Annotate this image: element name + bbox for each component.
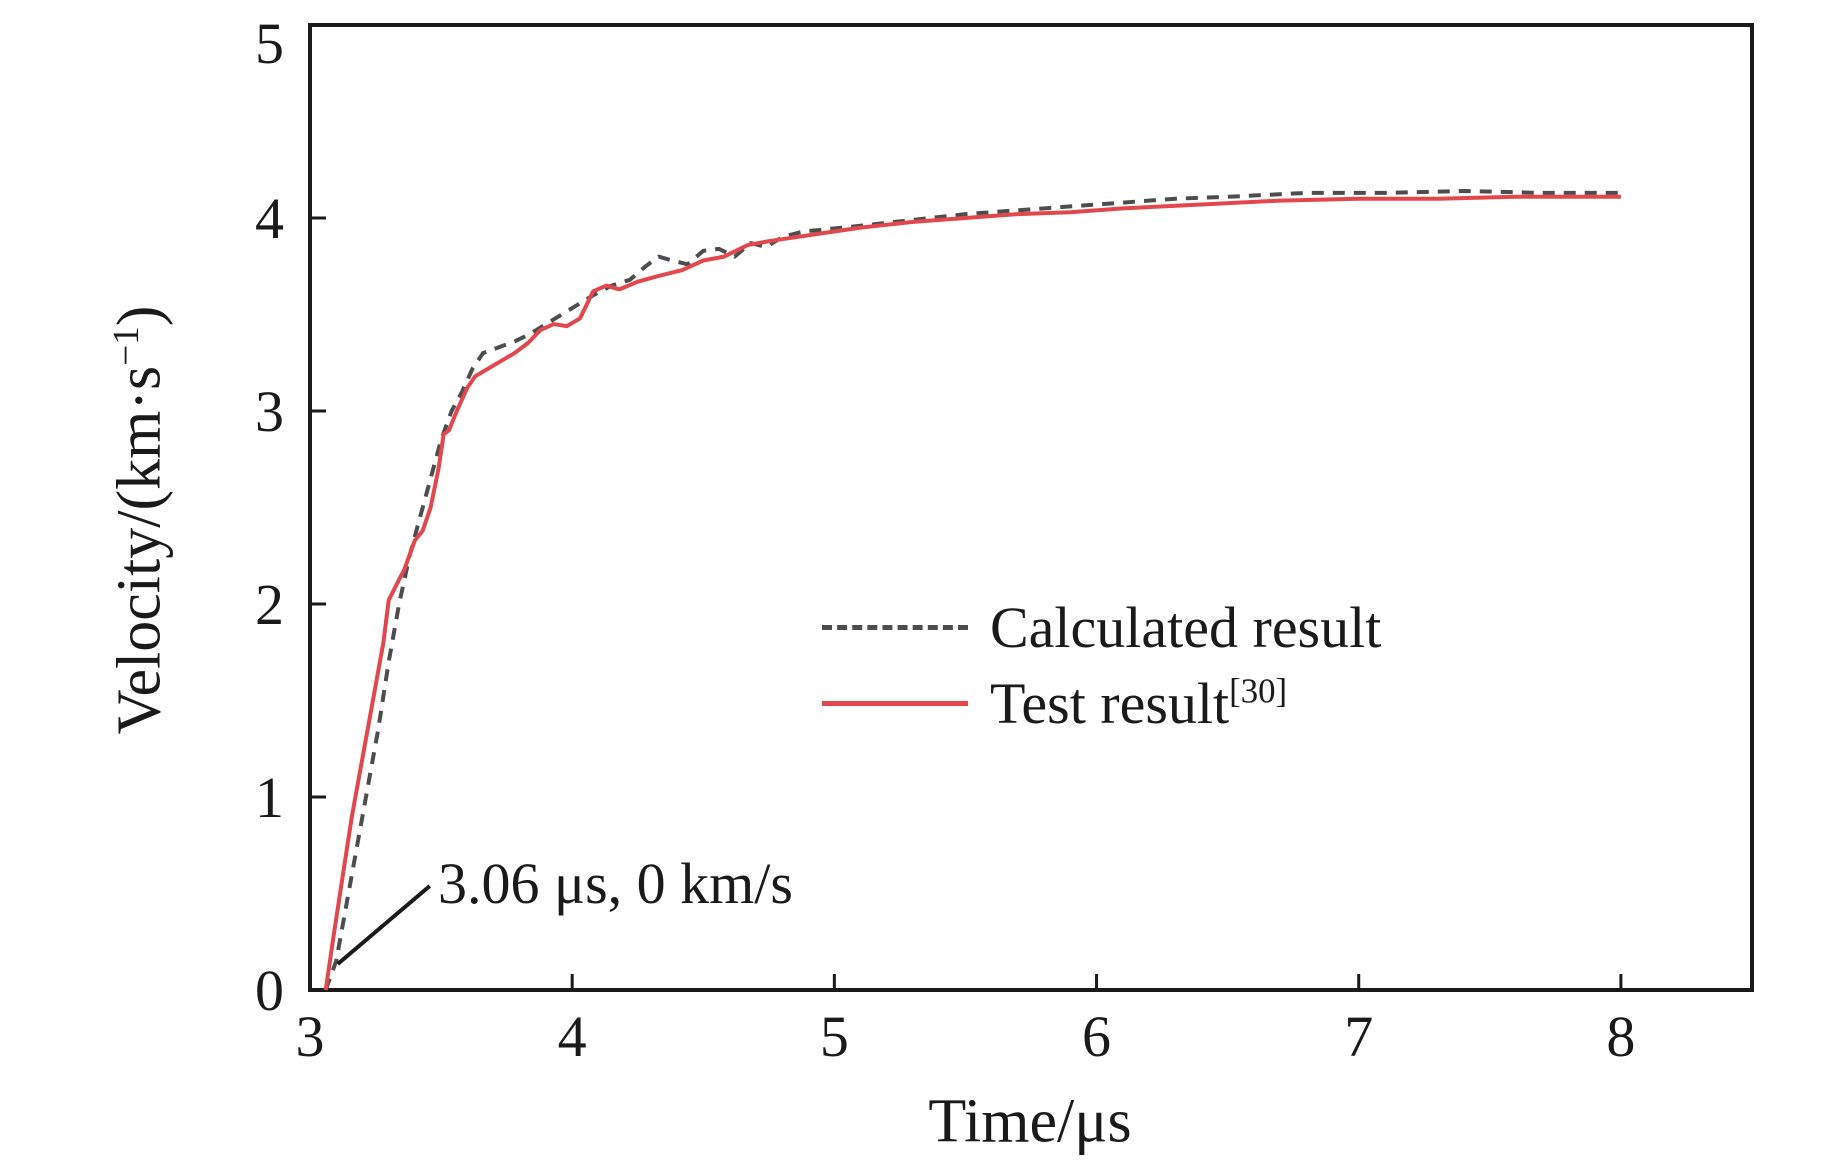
legend-item-calculated: Calculated result — [822, 594, 1382, 660]
legend-label-test: Test result[30] — [990, 670, 1288, 736]
legend-item-test: Test result[30] — [822, 670, 1381, 736]
x-tick-label: 7 — [1344, 1004, 1373, 1069]
y-tick-label: 5 — [255, 11, 284, 76]
series-line-test — [323, 194, 1621, 991]
y-tick-label: 2 — [255, 572, 284, 637]
start-point-annotation: 3.06 μs, 0 km/s — [438, 851, 793, 916]
annotation-leader-line — [336, 884, 432, 966]
y-axis-label-post: ) — [105, 305, 174, 327]
y-tick-label: 3 — [255, 379, 284, 444]
x-tick-label: 4 — [558, 1004, 587, 1069]
y-tick-label: 4 — [255, 186, 284, 251]
x-tick-label: 8 — [1606, 1004, 1635, 1069]
y-axis-label-pre: Velocity/(km·s — [105, 365, 174, 735]
legend: Calculated result Test result[30] — [822, 594, 1382, 736]
legend-label-calculated: Calculated result — [990, 594, 1382, 660]
x-tick-label: 3 — [296, 1004, 325, 1069]
legend-sample-calculated-line — [822, 624, 968, 630]
x-tick-label: 6 — [1082, 1004, 1111, 1069]
legend-label-test-citation: [30] — [1229, 671, 1288, 711]
y-tick-label: 0 — [255, 958, 284, 1023]
x-tick-label: 5 — [820, 1004, 849, 1069]
axes-box — [308, 23, 1754, 992]
y-axis-label: Velocity/(km·s−1) — [105, 306, 176, 735]
legend-sample-test-line — [822, 700, 968, 706]
y-tick-label: 1 — [255, 765, 284, 830]
y-axis-label-sup: −1 — [105, 326, 147, 366]
x-axis-label: Time/μs — [928, 1087, 1132, 1156]
